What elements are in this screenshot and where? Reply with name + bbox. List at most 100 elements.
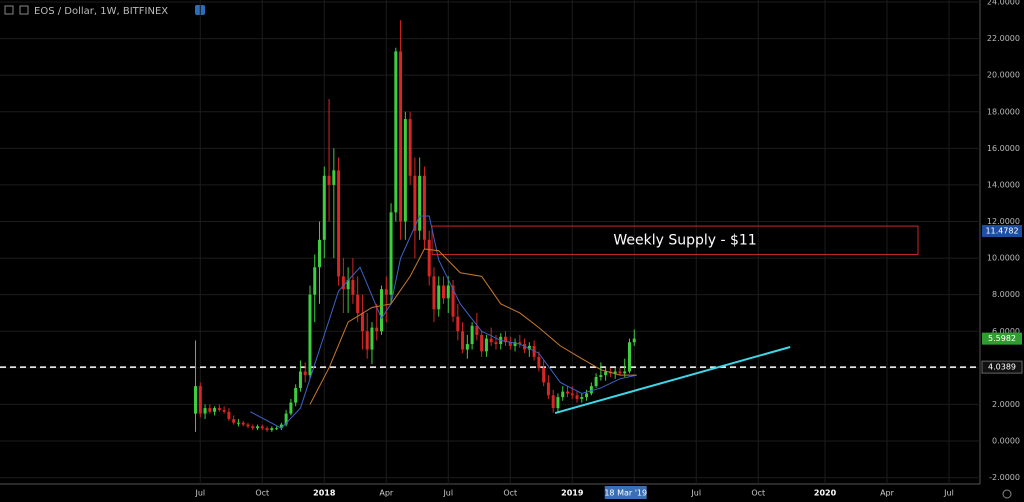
candle-body xyxy=(570,393,574,396)
y-tick-label: -2.0000 xyxy=(989,473,1020,482)
y-tick-label: 22.0000 xyxy=(987,34,1020,43)
y-tick-label: 12.0000 xyxy=(987,217,1020,226)
supply-zone xyxy=(431,225,919,255)
candle-body xyxy=(241,422,245,425)
candle-body xyxy=(217,408,221,410)
candle-body xyxy=(427,239,431,277)
candle-body xyxy=(418,175,422,231)
y-tick-label: 6.0000 xyxy=(992,327,1020,336)
candle-body xyxy=(623,371,627,374)
candle-body xyxy=(289,402,293,414)
y-tick-label: 24.0000 xyxy=(987,0,1020,7)
x-tick-label: 2018 xyxy=(313,489,336,498)
candle-body xyxy=(556,397,560,409)
x-tick-label: Jul xyxy=(194,489,205,498)
candle-body xyxy=(213,408,217,412)
candle-body xyxy=(360,312,364,332)
candle-body xyxy=(346,280,350,290)
crosshair-label-box xyxy=(604,486,647,499)
candle-body xyxy=(208,408,212,412)
y-tick-label: 8.0000 xyxy=(992,290,1020,299)
candle-body xyxy=(251,426,255,429)
candle-body xyxy=(580,397,584,399)
x-tick-label: Oct xyxy=(255,489,269,498)
chart-title: EOS / Dollar, 1W, BITFINEX xyxy=(34,6,168,17)
candle-body xyxy=(527,345,531,350)
collapse-icon[interactable] xyxy=(4,5,14,15)
y-tick-label: 0.0000 xyxy=(992,437,1020,446)
candle-body xyxy=(246,424,250,427)
candle-body xyxy=(518,342,522,345)
candle-body xyxy=(265,428,269,431)
candle-body xyxy=(341,276,345,290)
price-label-box xyxy=(981,360,1023,374)
candle-body xyxy=(232,419,236,423)
candle-body xyxy=(475,325,479,335)
candle-body xyxy=(279,424,283,429)
candle-body xyxy=(194,386,198,414)
symbol-icon[interactable] xyxy=(19,5,29,15)
candle-body xyxy=(236,422,240,424)
price-label: 5.5982 xyxy=(988,334,1016,343)
y-tick-label: 18.0000 xyxy=(987,107,1020,116)
candle-body xyxy=(589,386,593,394)
candle-body xyxy=(380,289,384,332)
candle-body xyxy=(313,267,317,295)
candle-body xyxy=(561,391,565,398)
x-tick-label: Oct xyxy=(503,489,517,498)
candle-body xyxy=(198,386,202,414)
y-tick-label: 14.0000 xyxy=(987,180,1020,189)
candle-body xyxy=(256,426,260,429)
candle-body xyxy=(432,276,436,310)
x-tick-label: 2019 xyxy=(561,489,584,498)
candle-body xyxy=(322,175,326,240)
moving-average-line xyxy=(309,248,637,405)
gear-icon[interactable] xyxy=(1002,489,1012,499)
candle-body xyxy=(599,375,603,377)
candle-body xyxy=(222,409,226,412)
candle-body xyxy=(351,280,355,295)
candle-body xyxy=(484,338,488,352)
candle-body xyxy=(585,393,589,398)
candle-body xyxy=(594,376,598,387)
x-tick-label: Jul xyxy=(943,489,954,498)
candle-body xyxy=(627,342,631,372)
y-tick-label: 20.0000 xyxy=(987,71,1020,80)
candle-body xyxy=(465,344,469,350)
x-tick-label: Apr xyxy=(379,489,394,498)
candle-body xyxy=(546,382,550,396)
candle-body xyxy=(394,51,398,213)
candle-body xyxy=(632,338,636,343)
candle-body xyxy=(327,175,331,185)
candle-body xyxy=(442,285,446,299)
candle-body xyxy=(375,327,379,332)
candle-body xyxy=(503,336,507,343)
candle-body xyxy=(456,316,460,332)
candle-body xyxy=(565,391,569,394)
candle-body xyxy=(260,426,264,429)
candle-body xyxy=(303,371,307,376)
candle-body xyxy=(537,356,541,368)
candle-body xyxy=(437,285,441,310)
candle-body xyxy=(332,170,336,185)
price-label-box xyxy=(982,332,1022,345)
x-tick-label: Apr xyxy=(880,489,895,498)
candle-body xyxy=(446,285,450,299)
candle-body xyxy=(489,338,493,343)
x-tick-label: Oct xyxy=(751,489,765,498)
candle-body xyxy=(422,175,426,240)
candle-body xyxy=(337,170,341,277)
candle-body xyxy=(513,342,517,346)
candle-body xyxy=(389,212,393,295)
candle-body xyxy=(551,395,555,409)
candle-body xyxy=(461,331,465,350)
candle-body xyxy=(451,285,455,317)
candle-body xyxy=(294,387,298,403)
candle-body xyxy=(284,413,288,425)
candle-body xyxy=(408,119,412,176)
candle-body xyxy=(399,51,403,222)
candle-body xyxy=(494,342,498,345)
price-label: 4.0389 xyxy=(988,363,1016,372)
candle-body xyxy=(384,289,388,295)
